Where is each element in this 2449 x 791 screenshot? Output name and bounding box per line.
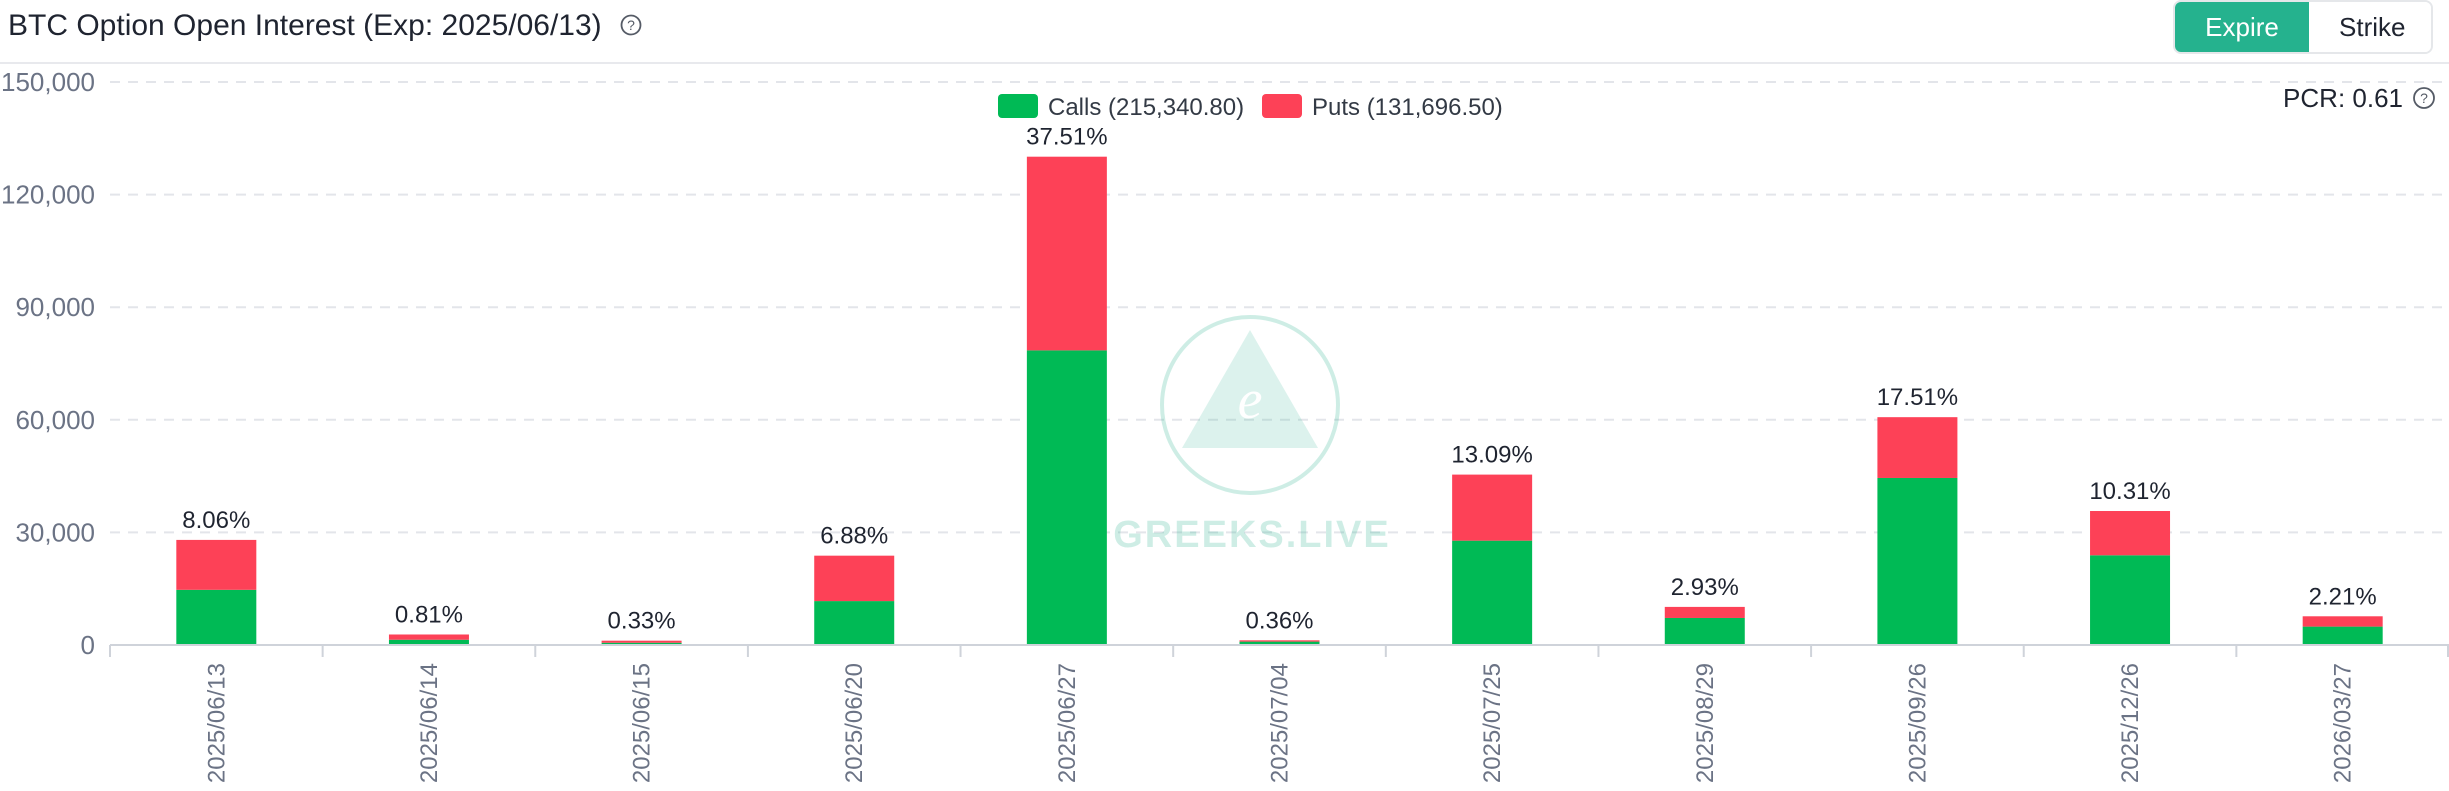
bar-puts[interactable] bbox=[2090, 511, 2171, 556]
x-tick-label: 2025/06/14 bbox=[416, 663, 443, 783]
bar-puts[interactable] bbox=[1026, 156, 1107, 351]
bar-puts[interactable] bbox=[814, 555, 895, 602]
bar-puts[interactable] bbox=[601, 640, 682, 643]
bar-calls[interactable] bbox=[388, 639, 469, 645]
x-tick-label: 2025/06/13 bbox=[203, 663, 230, 783]
bar-percent-label: 10.31% bbox=[2089, 478, 2170, 505]
x-tick-label: 2026/03/27 bbox=[2330, 663, 2357, 783]
pcr-help-icon[interactable]: ? bbox=[2413, 87, 2435, 109]
bar-percent-label: 37.51% bbox=[1026, 124, 1107, 151]
watermark-logo-circle bbox=[1160, 315, 1340, 495]
svg-text:?: ? bbox=[2420, 90, 2428, 106]
x-tick-label: 2025/09/26 bbox=[1904, 663, 1931, 783]
bar-puts[interactable] bbox=[1664, 606, 1745, 618]
x-tick-label: 2025/06/27 bbox=[1054, 663, 1081, 783]
bar-percent-label: 2.21% bbox=[2309, 583, 2377, 610]
legend-puts-swatch[interactable] bbox=[1262, 94, 1302, 118]
bar-puts[interactable] bbox=[1452, 474, 1533, 541]
watermark-logo-triangle bbox=[1182, 330, 1318, 448]
bar-puts[interactable] bbox=[1877, 417, 1958, 478]
pcr-label: PCR: 0.61 bbox=[2283, 83, 2403, 113]
y-tick-label: 90,000 bbox=[15, 292, 95, 322]
bar-calls[interactable] bbox=[1664, 617, 1745, 645]
bar-percent-label: 6.88% bbox=[820, 523, 888, 550]
question-circle-icon[interactable]: ? bbox=[620, 7, 642, 47]
watermark-logo-letter: e bbox=[1238, 369, 1263, 431]
watermark-text: GREEKS.LIVE bbox=[1113, 514, 1391, 556]
x-tick-label: 2025/06/20 bbox=[841, 663, 868, 783]
grid-lines bbox=[110, 81, 2449, 534]
title-text: BTC Option Open Interest (Exp: 2025/06/1… bbox=[8, 9, 602, 42]
legend-calls-swatch[interactable] bbox=[998, 94, 1038, 118]
bar-calls[interactable] bbox=[1877, 477, 1958, 645]
page-title: BTC Option Open Interest (Exp: 2025/06/1… bbox=[8, 6, 642, 47]
bar-calls[interactable] bbox=[2302, 626, 2383, 645]
bar-calls[interactable] bbox=[176, 589, 257, 645]
bar-puts[interactable] bbox=[176, 539, 257, 590]
y-axis: 0 30,000 60,000 90,000 120,000 150,000 bbox=[1, 67, 95, 660]
strike-tab[interactable]: Strike bbox=[2309, 2, 2431, 52]
bar-puts[interactable] bbox=[1239, 640, 1320, 642]
legend: Calls (215,340.80) Puts (131,696.50) bbox=[998, 94, 1503, 121]
svg-text:?: ? bbox=[627, 17, 635, 33]
bar-percent-label: 8.06% bbox=[182, 507, 250, 534]
bar-calls[interactable] bbox=[601, 642, 682, 645]
bars bbox=[176, 156, 2383, 645]
y-tick-label: 30,000 bbox=[15, 517, 95, 547]
watermark: e GREEKS.LIVE bbox=[1113, 315, 1391, 556]
bar-percent-label: 0.81% bbox=[395, 601, 463, 628]
x-tick-label: 2025/06/15 bbox=[629, 663, 656, 783]
view-toggle: Expire Strike bbox=[2173, 0, 2433, 54]
bar-percent-label: 13.09% bbox=[1451, 442, 1532, 469]
y-tick-label: 120,000 bbox=[1, 180, 95, 210]
bar-labels: 8.06% 0.81% 0.33% 6.88% 37.51% 0.36% 13.09% 2.9… bbox=[182, 124, 2376, 635]
bar-calls[interactable] bbox=[2090, 555, 2171, 645]
bar-percent-label: 17.51% bbox=[1877, 384, 1958, 411]
bar-calls[interactable] bbox=[1026, 350, 1107, 645]
bar-percent-label: 0.36% bbox=[1245, 607, 1313, 634]
chart-header: BTC Option Open Interest (Exp: 2025/06/1… bbox=[0, 0, 2449, 64]
x-axis: 2025/06/13 2025/06/14 2025/06/15 2025/06/20… bbox=[109, 644, 2449, 783]
bar-puts[interactable] bbox=[2302, 616, 2383, 627]
x-tick-label: 2025/07/25 bbox=[1479, 663, 1506, 783]
bar-percent-label: 2.93% bbox=[1671, 574, 1739, 601]
x-tick-label: 2025/08/29 bbox=[1692, 663, 1719, 783]
bar-puts[interactable] bbox=[388, 634, 469, 640]
y-tick-label: 60,000 bbox=[15, 405, 95, 435]
pcr-indicator: PCR: 0.61 ? bbox=[2283, 83, 2435, 113]
legend-puts-label[interactable]: Puts (131,696.50) bbox=[1312, 94, 1503, 121]
bar-calls[interactable] bbox=[814, 601, 895, 645]
expire-tab[interactable]: Expire bbox=[2175, 2, 2309, 52]
y-tick-label: 150,000 bbox=[1, 67, 95, 97]
bar-calls[interactable] bbox=[1239, 641, 1320, 645]
x-tick-label: 2025/12/26 bbox=[2117, 663, 2144, 783]
x-tick-label: 2025/07/04 bbox=[1267, 663, 1294, 783]
legend-calls-label[interactable]: Calls (215,340.80) bbox=[1048, 94, 1244, 121]
bar-calls[interactable] bbox=[1452, 540, 1533, 645]
bar-percent-label: 0.33% bbox=[608, 608, 676, 635]
y-tick-label: 0 bbox=[81, 630, 95, 660]
